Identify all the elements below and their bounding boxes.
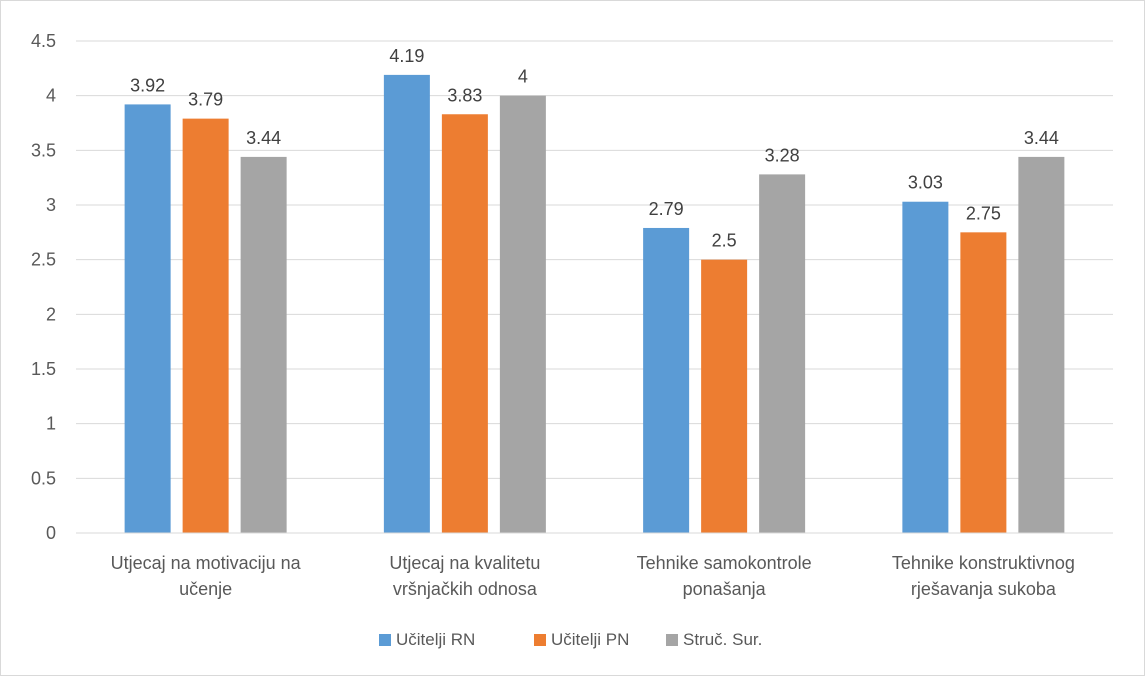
- y-tick-label: 4: [46, 86, 56, 106]
- bar: [701, 259, 748, 533]
- x-category-label: Tehnike samokontrole: [637, 553, 812, 573]
- legend-swatch: [379, 634, 391, 646]
- y-tick-label: 3: [46, 195, 56, 215]
- data-label: 2.79: [649, 199, 684, 219]
- bar: [182, 118, 229, 534]
- y-tick-label: 2.5: [31, 250, 56, 270]
- data-label: 3.83: [447, 85, 482, 105]
- data-label: 3.79: [188, 90, 223, 110]
- x-category-label: Utjecaj na kvalitetu: [389, 553, 540, 573]
- y-tick-label: 1: [46, 414, 56, 434]
- data-label: 2.75: [966, 203, 1001, 223]
- bar: [902, 201, 949, 533]
- x-category-label: vršnjačkih odnosa: [393, 579, 538, 599]
- data-label: 4.19: [389, 46, 424, 66]
- bar: [1018, 156, 1065, 534]
- data-label: 3.44: [246, 128, 281, 148]
- x-category-label: Utjecaj na motivaciju na: [111, 553, 302, 573]
- x-category-label: Tehnike konstruktivnog: [892, 553, 1075, 573]
- y-tick-label: 3.5: [31, 140, 56, 160]
- bar: [759, 174, 806, 534]
- bar: [499, 95, 546, 534]
- x-category-label: ponašanja: [683, 579, 767, 599]
- bar: [441, 114, 488, 534]
- bar: [960, 232, 1007, 534]
- legend-label: Učitelji PN: [551, 630, 629, 649]
- y-axis-tick-labels: 0 0.5 1 1.5 2 2.5 3 3.5 4 4.5: [31, 31, 56, 543]
- legend-label: Struč. Sur.: [683, 630, 762, 649]
- y-tick-label: 0.5: [31, 468, 56, 488]
- legend: Učitelji RN Učitelji PN Struč. Sur.: [379, 630, 762, 649]
- legend-label: Učitelji RN: [396, 630, 475, 649]
- x-category-label: učenje: [179, 579, 232, 599]
- bar: [643, 227, 690, 533]
- data-label: 3.28: [765, 145, 800, 165]
- bar: [383, 74, 430, 533]
- legend-swatch: [666, 634, 678, 646]
- x-axis-category-labels: Utjecaj na motivaciju na učenje Utjecaj na…: [111, 553, 1075, 599]
- bar: [240, 156, 287, 534]
- y-tick-label: 4.5: [31, 31, 56, 51]
- y-tick-label: 1.5: [31, 359, 56, 379]
- data-labels: 3.92 4.19 2.79 3.03 3.79 3.83 2.5 2.75 3.44 4 3.28…: [130, 46, 1059, 251]
- legend-swatch: [534, 634, 546, 646]
- x-category-label: rješavanja sukoba: [911, 579, 1057, 599]
- data-label: 2.5: [712, 231, 737, 251]
- gridlines: [76, 40, 1113, 479]
- bars: [124, 74, 1065, 534]
- y-tick-label: 0: [46, 523, 56, 543]
- y-tick-label: 2: [46, 304, 56, 324]
- data-label: 3.03: [908, 173, 943, 193]
- data-label: 3.92: [130, 75, 165, 95]
- data-label: 4: [518, 67, 528, 87]
- bar: [124, 104, 171, 533]
- data-label: 3.44: [1024, 128, 1059, 148]
